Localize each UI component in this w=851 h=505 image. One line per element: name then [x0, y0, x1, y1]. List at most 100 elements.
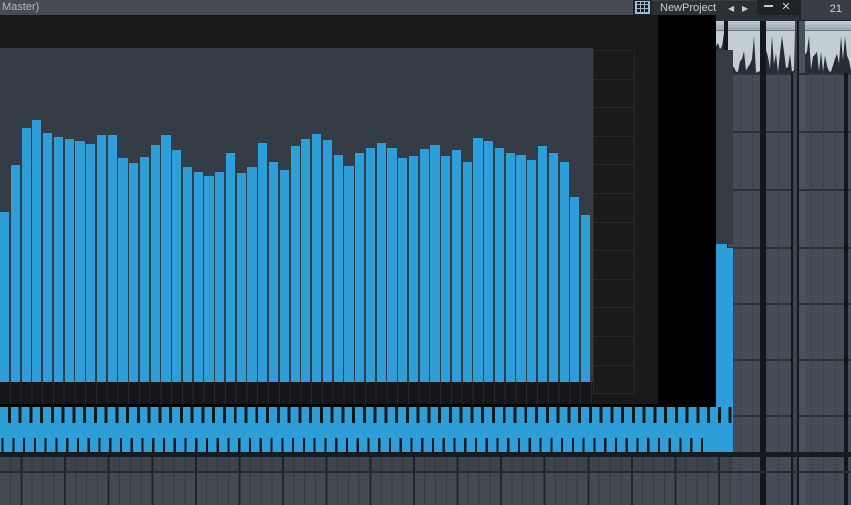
- spectrum-bar: [355, 153, 365, 382]
- spectrum-bar: [225, 153, 236, 382]
- track-line: [716, 415, 851, 417]
- audio-clip-fragment[interactable]: [716, 21, 724, 50]
- clip-waveform: [805, 31, 851, 73]
- track-line: [716, 247, 851, 249]
- spectrum-bar: [365, 148, 376, 382]
- scale-cell: [593, 164, 635, 194]
- spectrum-bar: [559, 162, 569, 382]
- minimize-icon: [764, 5, 773, 7]
- spectrum-bar: [430, 145, 440, 382]
- track-line: [716, 303, 851, 305]
- spectrum-bar: [408, 156, 419, 382]
- scale-cell: [593, 307, 635, 337]
- track-line: [716, 131, 851, 133]
- scale-cell: [593, 107, 635, 137]
- spectrum-bar: [182, 167, 193, 382]
- spectrum-bar: [204, 176, 214, 382]
- spectrum-bar: [96, 135, 107, 382]
- spectrum-bar: [548, 153, 558, 382]
- grid-line: [778, 15, 779, 505]
- arrangement-picker-region: [633, 0, 652, 15]
- clip-waveform: [716, 31, 724, 50]
- spectrum-bar: [376, 143, 386, 382]
- scale-cell: [593, 336, 635, 366]
- grid-line: [811, 15, 812, 505]
- spectrum-bar: [312, 134, 322, 382]
- project-tab[interactable]: NewProject ◀ ▶: [652, 0, 757, 15]
- project-next-button[interactable]: ▶: [742, 4, 749, 13]
- spectrum-bar: [10, 165, 20, 382]
- spectrum-bar: [387, 148, 397, 382]
- minimize-button[interactable]: [762, 0, 776, 15]
- scale-cell: [593, 250, 635, 280]
- pattern-clip-strip[interactable]: [0, 407, 733, 452]
- spectrum-bar: [473, 138, 483, 382]
- spectrum-bar: [322, 140, 332, 382]
- spectrum-bar: [236, 173, 246, 382]
- spectrum-bar: [527, 160, 537, 382]
- spectrum-bar: [269, 162, 279, 382]
- grid-line: [752, 15, 753, 505]
- window-gap: [658, 15, 716, 455]
- spectrum-bar: [172, 150, 182, 382]
- spectrum-bar: [344, 166, 354, 382]
- spectrum-bar: [215, 172, 225, 382]
- spectrum-bar: [516, 155, 526, 382]
- track-line: [716, 189, 851, 191]
- spectrum-bar: [570, 197, 580, 382]
- playlist-timeline[interactable]: 21: [799, 0, 851, 21]
- spectrum-bar: [43, 133, 53, 382]
- pattern-clip-tall-bar[interactable]: [716, 248, 733, 452]
- spectrum-bar: [581, 215, 591, 382]
- spectrum-bar: [290, 146, 300, 382]
- spectrum-bar: [441, 156, 451, 382]
- pattern-clip-solid-end: [706, 427, 733, 452]
- playlist-bottom-grid[interactable]: [0, 457, 733, 505]
- close-button[interactable]: ✕: [781, 1, 791, 13]
- playlist-empty-column: [716, 50, 733, 244]
- project-tab-bar: NewProject ◀ ▶ ✕: [652, 0, 799, 15]
- audio-clip-3[interactable]: [805, 21, 851, 73]
- spectrum-bar: [64, 139, 74, 382]
- spectrum-bar: [462, 162, 472, 382]
- bar-line: [791, 15, 799, 505]
- spectrum-bar: [193, 172, 203, 382]
- playlist-grid[interactable]: [716, 15, 851, 505]
- pattern-keys-bottom: [0, 423, 733, 452]
- spectrum-bar: [484, 141, 494, 382]
- spectrum-bar: [107, 135, 117, 382]
- analyzer-window: [0, 15, 658, 404]
- clip-waveform: [728, 31, 760, 73]
- clip-header[interactable]: [766, 21, 795, 31]
- spectrum-bar: [538, 146, 548, 382]
- clip-header[interactable]: [716, 21, 724, 31]
- spectrum-bar: [21, 128, 31, 382]
- bar-line: [844, 15, 848, 505]
- spectrum-bar: [505, 153, 515, 382]
- spectrum-bar: [398, 158, 408, 382]
- grid-line: [835, 15, 836, 505]
- audio-clip-2[interactable]: [766, 21, 795, 73]
- scale-cell: [593, 193, 635, 223]
- timeline-bar-number: 21: [829, 3, 842, 15]
- spectrum-bar: [279, 170, 289, 382]
- scale-cell: [593, 278, 635, 309]
- spectrum-bar: [129, 163, 139, 382]
- scale-cell: [593, 364, 635, 395]
- spectrum-bar: [86, 144, 96, 382]
- spectrum-bar: [247, 167, 257, 382]
- spectrum-bar: [0, 212, 10, 382]
- spectrum-bar: [301, 139, 311, 382]
- spectrum-bar: [419, 149, 429, 382]
- bar-line: [760, 15, 766, 505]
- analyzer-titlebar[interactable]: Master): [0, 0, 633, 15]
- audio-clip-1[interactable]: [728, 21, 760, 73]
- spectrum-bar: [451, 150, 462, 382]
- track-line: [716, 359, 851, 361]
- clip-header[interactable]: [728, 21, 760, 31]
- project-prev-button[interactable]: ◀: [728, 4, 735, 13]
- spectrum-bar: [139, 157, 150, 382]
- clip-header[interactable]: [805, 21, 851, 31]
- scale-cell: [593, 78, 635, 109]
- arrangement-grid-icon[interactable]: [635, 1, 650, 14]
